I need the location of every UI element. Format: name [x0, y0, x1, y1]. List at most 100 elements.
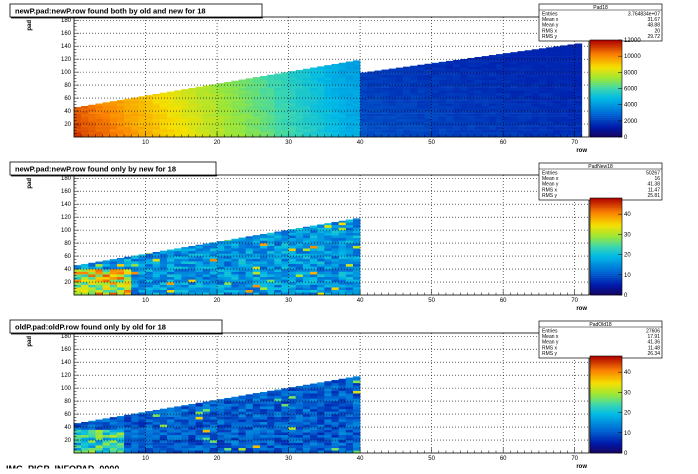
heatmap-cell: [267, 416, 275, 420]
heatmap-cell: [245, 434, 254, 438]
heatmap-cell: [331, 134, 339, 138]
heatmap-cell: [302, 227, 311, 231]
color-bar-bin: [590, 55, 622, 58]
heatmap-cell: [496, 61, 504, 65]
heatmap-cell: [124, 434, 132, 438]
heatmap-cell: [503, 61, 511, 65]
heatmap-cell: [188, 274, 196, 278]
color-bar-bin: [590, 410, 622, 413]
heatmap-cell: [460, 129, 468, 133]
heatmap-cell: [281, 434, 289, 438]
heatmap-cell: [445, 124, 454, 127]
heatmap-cell: [138, 124, 146, 127]
heatmap-cell: [281, 398, 289, 402]
heatmap-cell: [252, 421, 261, 425]
heatmap-cell: [367, 87, 375, 91]
heatmap-cell: [338, 72, 347, 75]
color-bar-bin: [590, 205, 622, 208]
heatmap-cell: [474, 69, 483, 73]
heatmap-cell: [302, 403, 311, 407]
heatmap-cell: [74, 292, 82, 296]
heatmap-cell: [224, 82, 232, 86]
heatmap-cell: [217, 111, 225, 114]
heatmap-cell: [95, 126, 103, 130]
heatmap-cell: [116, 113, 125, 117]
heatmap-cell: [281, 450, 289, 454]
heatmap-cell: [238, 263, 246, 267]
heatmap-cell: [503, 134, 511, 138]
color-bar-bin: [590, 449, 622, 452]
heatmap-cell: [510, 100, 518, 104]
heatmap-cell: [302, 261, 311, 265]
heatmap-cell: [453, 113, 461, 117]
heatmap-cell: [88, 420, 96, 423]
heatmap-cell: [131, 131, 139, 135]
heatmap-cell: [288, 240, 297, 244]
heatmap-cell: [352, 222, 361, 226]
heatmap-cell: [331, 292, 339, 296]
heatmap-cell: [538, 116, 547, 120]
heatmap-cell: [453, 59, 461, 62]
heatmap-cell: [388, 100, 397, 104]
heatmap-cell: [81, 269, 89, 272]
heatmap-cell: [481, 98, 490, 101]
heatmap-cell: [288, 289, 297, 293]
color-bar-bin: [590, 379, 622, 382]
heatmap-cell: [295, 85, 304, 88]
heatmap-cell: [302, 401, 311, 404]
heatmap-cell: [238, 118, 246, 122]
heatmap-cell: [224, 113, 232, 117]
heatmap-cell: [410, 126, 418, 130]
heatmap-cell: [224, 116, 232, 120]
heatmap-cell: [231, 282, 239, 285]
heatmap-cell: [531, 129, 540, 133]
heatmap-cell: [302, 421, 311, 425]
heatmap-cell: [531, 95, 540, 99]
axis-ticks: [74, 332, 590, 453]
heatmap-cell: [324, 381, 332, 384]
heatmap-cell: [166, 282, 175, 285]
heatmap-cell: [496, 74, 504, 78]
heatmap-cell: [116, 129, 125, 133]
heatmap-cell: [267, 87, 275, 91]
heatmap-cell: [202, 403, 211, 407]
heatmap-cell: [102, 287, 111, 291]
heatmap-cell: [467, 116, 475, 120]
heatmap-cell: [317, 388, 325, 391]
color-bar-bin: [590, 402, 622, 405]
heatmap-cell: [252, 279, 261, 283]
heatmap-cell: [166, 92, 175, 96]
heatmap-cell: [531, 116, 540, 120]
heatmap-cell: [88, 437, 96, 441]
heatmap-cell: [438, 98, 447, 101]
heatmap-cell: [202, 129, 211, 133]
heatmap-cell: [217, 100, 225, 104]
heatmap-cell: [345, 385, 354, 389]
heatmap-cell: [352, 263, 361, 267]
heatmap-cell: [503, 77, 511, 81]
heatmap-cell: [252, 284, 261, 288]
heatmap-cell: [317, 261, 325, 265]
heatmap-cell: [202, 437, 211, 441]
heatmap-cell: [224, 408, 232, 412]
heatmap-cell: [195, 274, 204, 278]
heatmap-cell: [460, 79, 468, 83]
heatmap-cell: [188, 408, 196, 412]
heatmap-cell: [302, 279, 311, 283]
heatmap-cell: [302, 419, 311, 423]
heatmap-cell: [560, 51, 568, 55]
heatmap-cell: [453, 121, 461, 125]
heatmap-cell: [131, 440, 139, 443]
heatmap-cell: [245, 261, 254, 265]
heatmap-cell: [510, 53, 518, 57]
heatmap-cell: [195, 124, 204, 127]
heatmap-cell: [395, 90, 404, 94]
heatmap-cell: [267, 121, 275, 125]
heatmap-cell: [245, 401, 254, 404]
heatmap-cell: [531, 72, 540, 75]
heatmap-cell: [116, 415, 125, 417]
heatmap-cell: [245, 266, 254, 270]
heatmap-cell: [131, 256, 139, 259]
heatmap-cell: [553, 74, 561, 78]
heatmap-cell: [310, 427, 318, 430]
